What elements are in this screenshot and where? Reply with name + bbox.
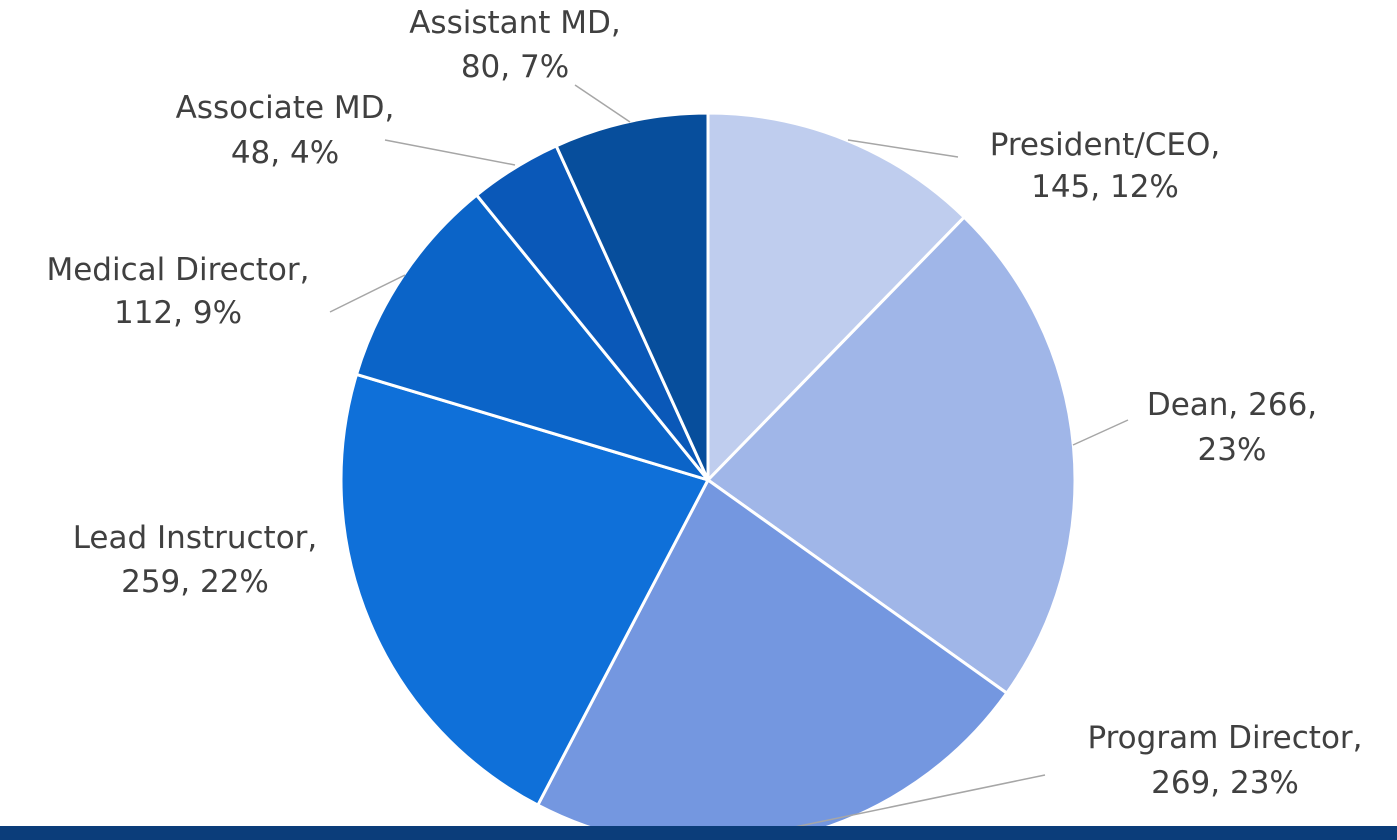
data-label: 112, 9% <box>114 295 242 331</box>
data-label: Dean, 266, <box>1147 387 1317 423</box>
slice <box>705 215 1077 696</box>
data-label: Assistant MD, <box>409 5 621 41</box>
pie <box>339 111 1077 840</box>
data-label: 48, 4% <box>231 135 339 171</box>
labels: President/CEO, 145, 12% Dean, 266, 23% Progr… <box>46 5 1363 829</box>
data-label: President/CEO, <box>990 127 1221 163</box>
data-label: Program Director, <box>1087 720 1362 756</box>
data-label: Lead Instructor, <box>73 520 318 556</box>
data-label: Medical Director, <box>46 252 309 288</box>
data-label: 145, 12% <box>1031 169 1179 205</box>
data-label: 259, 22% <box>121 564 269 600</box>
leader-line <box>329 274 406 313</box>
leader-line <box>1072 419 1129 446</box>
data-label: 80, 7% <box>461 49 569 85</box>
slice <box>554 111 710 481</box>
leader-line <box>384 139 516 166</box>
leader-line <box>574 84 631 123</box>
slice <box>339 372 711 808</box>
leader-line <box>847 139 959 158</box>
data-label: 23% <box>1198 432 1267 468</box>
footer-bar <box>0 826 1397 840</box>
leader-line <box>789 774 1046 829</box>
slice <box>706 111 967 484</box>
data-label: 269, 23% <box>1151 765 1299 801</box>
data-label: Associate MD, <box>176 90 395 126</box>
